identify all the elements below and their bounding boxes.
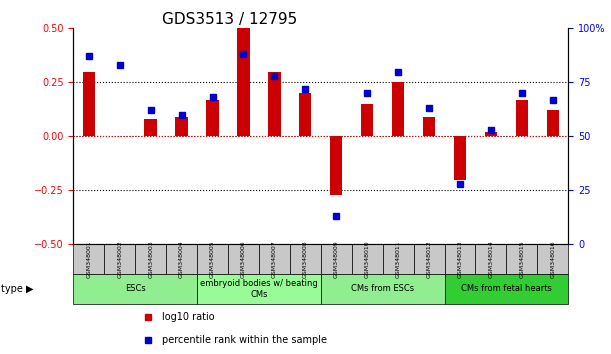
FancyBboxPatch shape bbox=[73, 244, 104, 274]
Text: CMs from ESCs: CMs from ESCs bbox=[351, 284, 414, 293]
Bar bbox=[454, 136, 466, 179]
Text: GSM348008: GSM348008 bbox=[303, 240, 308, 278]
Bar bbox=[392, 82, 404, 136]
FancyBboxPatch shape bbox=[197, 244, 228, 274]
FancyBboxPatch shape bbox=[290, 244, 321, 274]
Bar bbox=[237, 28, 250, 136]
Text: GSM348011: GSM348011 bbox=[395, 240, 401, 278]
Text: ESCs: ESCs bbox=[125, 284, 145, 293]
Bar bbox=[423, 117, 435, 136]
Bar bbox=[82, 72, 95, 136]
Text: log10 ratio: log10 ratio bbox=[163, 312, 215, 322]
Text: GSM348001: GSM348001 bbox=[86, 240, 91, 278]
Text: GSM348010: GSM348010 bbox=[365, 240, 370, 278]
FancyBboxPatch shape bbox=[135, 244, 166, 274]
Bar bbox=[207, 99, 219, 136]
Text: GSM348009: GSM348009 bbox=[334, 240, 338, 278]
Text: GSM348016: GSM348016 bbox=[551, 240, 555, 278]
FancyBboxPatch shape bbox=[414, 244, 445, 274]
Bar bbox=[175, 117, 188, 136]
FancyBboxPatch shape bbox=[445, 244, 475, 274]
Bar bbox=[268, 72, 280, 136]
Bar bbox=[361, 104, 373, 136]
Text: GDS3513 / 12795: GDS3513 / 12795 bbox=[163, 12, 298, 27]
Text: GSM348014: GSM348014 bbox=[488, 240, 494, 278]
FancyBboxPatch shape bbox=[197, 274, 321, 304]
FancyBboxPatch shape bbox=[104, 244, 135, 274]
FancyBboxPatch shape bbox=[228, 244, 259, 274]
Text: GSM348013: GSM348013 bbox=[458, 240, 463, 278]
FancyBboxPatch shape bbox=[537, 244, 568, 274]
Text: GSM348003: GSM348003 bbox=[148, 240, 153, 278]
FancyBboxPatch shape bbox=[475, 244, 507, 274]
FancyBboxPatch shape bbox=[321, 274, 445, 304]
Text: GSM348015: GSM348015 bbox=[519, 240, 524, 278]
Bar bbox=[485, 132, 497, 136]
Text: GSM348005: GSM348005 bbox=[210, 240, 215, 278]
FancyBboxPatch shape bbox=[73, 274, 197, 304]
FancyBboxPatch shape bbox=[352, 244, 382, 274]
FancyBboxPatch shape bbox=[259, 244, 290, 274]
Bar bbox=[144, 119, 157, 136]
Text: GSM348012: GSM348012 bbox=[426, 240, 431, 278]
Text: GSM348006: GSM348006 bbox=[241, 240, 246, 278]
Text: CMs from fetal hearts: CMs from fetal hearts bbox=[461, 284, 552, 293]
Bar bbox=[547, 110, 559, 136]
Text: percentile rank within the sample: percentile rank within the sample bbox=[163, 336, 327, 346]
Text: GSM348007: GSM348007 bbox=[272, 240, 277, 278]
FancyBboxPatch shape bbox=[507, 244, 537, 274]
Bar bbox=[516, 99, 528, 136]
Text: embryoid bodies w/ beating
CMs: embryoid bodies w/ beating CMs bbox=[200, 279, 318, 298]
Text: GSM348004: GSM348004 bbox=[179, 240, 184, 278]
FancyBboxPatch shape bbox=[382, 244, 414, 274]
FancyBboxPatch shape bbox=[166, 244, 197, 274]
Text: cell type ▶: cell type ▶ bbox=[0, 284, 33, 294]
Bar bbox=[299, 93, 312, 136]
FancyBboxPatch shape bbox=[445, 274, 568, 304]
Text: GSM348002: GSM348002 bbox=[117, 240, 122, 278]
FancyBboxPatch shape bbox=[321, 244, 352, 274]
Bar bbox=[330, 136, 342, 195]
